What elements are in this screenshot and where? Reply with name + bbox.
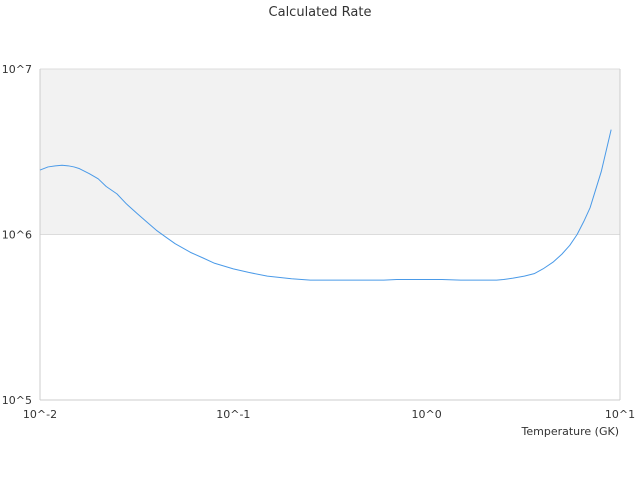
y-tick-label: 10^5	[2, 394, 32, 407]
x-tick-label: 10^1	[605, 408, 635, 421]
axis-layer	[39, 69, 621, 401]
x-tick-label: 10^0	[412, 408, 442, 421]
x-tick-label: 10^-2	[23, 408, 57, 421]
y-tick-label: 10^7	[2, 63, 32, 76]
label-layer: 10^5 10^6 10^7 10^-2 10^-1 10^0 10^1	[2, 63, 635, 421]
series-layer	[39, 129, 612, 281]
series-line	[39, 129, 612, 281]
y-tick-label: 10^6	[2, 229, 32, 242]
x-tick-label: 10^-1	[216, 408, 250, 421]
x-axis-label: Temperature (GK)	[521, 425, 620, 438]
band-layer	[40, 69, 620, 235]
shaded-band	[40, 69, 620, 235]
chart-title: Calculated Rate	[269, 5, 372, 20]
